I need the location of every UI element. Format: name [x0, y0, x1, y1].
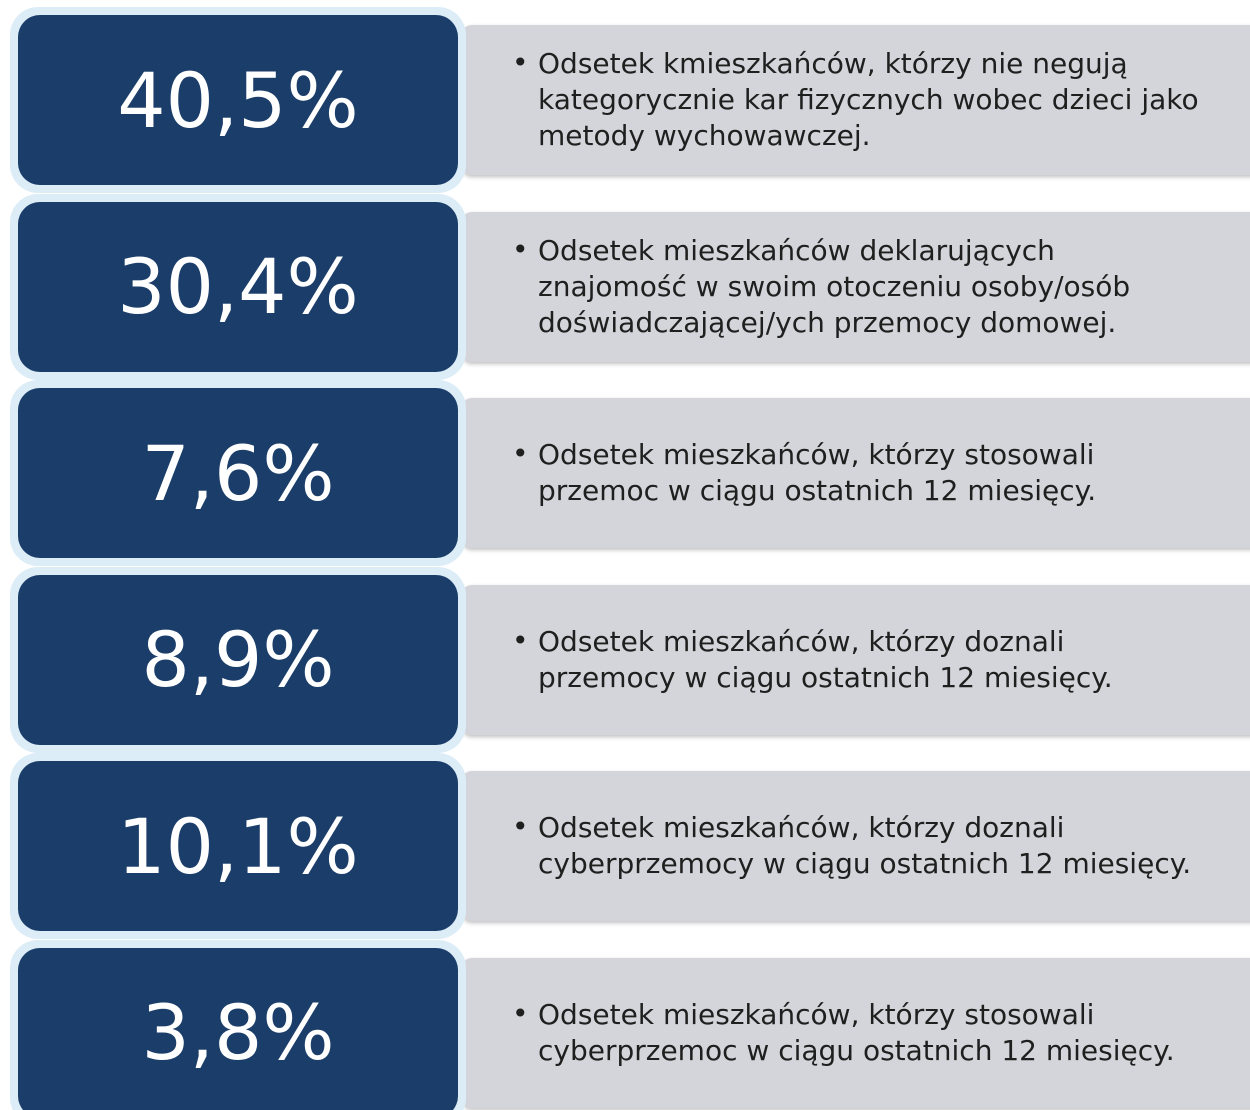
description-line: cyberprzemocy w ciągu ostatnich 12 miesi… — [538, 847, 1192, 880]
description: Odsetek kmieszkańców, którzy nie negują k… — [538, 15, 1199, 185]
description-card — [462, 398, 1250, 548]
stat-value: 30,4% — [18, 201, 458, 372]
stat-value: 3,8% — [18, 947, 458, 1110]
description-line: cyberprzemoc w ciągu ostatnich 12 miesię… — [538, 1033, 1175, 1067]
description-card — [462, 771, 1250, 921]
description-line: doświadczającej/ych przemocy domowej. — [538, 305, 1117, 339]
bullet: • — [512, 810, 529, 843]
description-line: Odsetek mieszkańców, którzy doznali — [538, 624, 1065, 658]
description-line: Odsetek mieszkańców, którzy stosowali — [538, 997, 1095, 1031]
stat-value: 40,5% — [18, 15, 458, 185]
bullet: • — [512, 437, 529, 470]
description: Odsetek mieszkańców, którzy stosowali cyb… — [538, 948, 1175, 1110]
stat-row: 8,9% Odsetek mieszkańców, którzy doznali p… — [0, 566, 1250, 761]
description-line: przemocy w ciągu ostatnich 12 miesięcy. — [538, 660, 1113, 694]
description-card — [462, 25, 1250, 175]
stat-row: 7,6% Odsetek mieszkańców, którzy stosowal… — [0, 380, 1250, 574]
bullet: • — [512, 996, 529, 1030]
stat-row: 10,1% Odsetek mieszkańców, którzy doznali… — [0, 753, 1250, 947]
stat-row: 3,8% Odsetek mieszkańców, którzy stosowal… — [0, 939, 1250, 1110]
description-card — [462, 211, 1250, 362]
description: Odsetek mieszkańców, którzy doznali cyber… — [538, 761, 1191, 931]
bullet: • — [512, 232, 529, 266]
description: Odsetek mieszkańców deklarujących znajomo… — [538, 202, 1130, 372]
description: Odsetek mieszkańców, którzy doznali przem… — [538, 575, 1113, 745]
description-card — [462, 957, 1250, 1108]
stat-value: 10,1% — [18, 761, 458, 931]
stat-row: 40,5% Odsetek kmieszkańców, którzy nie ne… — [0, 7, 1250, 201]
description-card — [462, 584, 1250, 735]
bullet: • — [512, 46, 529, 79]
description: Odsetek mieszkańców, którzy stosowali prz… — [538, 388, 1096, 558]
description-line: metody wychowawczej. — [538, 119, 871, 152]
stat-value: 7,6% — [18, 388, 458, 558]
description-line: kategorycznie kar fizycznych wobec dziec… — [538, 83, 1199, 116]
bullet: • — [512, 623, 529, 657]
description-line: Odsetek kmieszkańców, którzy nie negują — [538, 47, 1128, 80]
description-line: Odsetek mieszkańców deklarujących — [538, 233, 1055, 267]
description-line: Odsetek mieszkańców, którzy doznali — [538, 811, 1065, 844]
stat-row: 30,4% Odsetek mieszkańców deklarujących zn… — [0, 193, 1250, 388]
stat-value: 8,9% — [18, 574, 458, 745]
description-line: znajomość w swoim otoczeniu osoby/osób — [538, 269, 1131, 303]
description-line: Odsetek mieszkańców, którzy stosowali — [538, 438, 1095, 471]
description-line: przemoc w ciągu ostatnich 12 miesięcy. — [538, 474, 1097, 507]
